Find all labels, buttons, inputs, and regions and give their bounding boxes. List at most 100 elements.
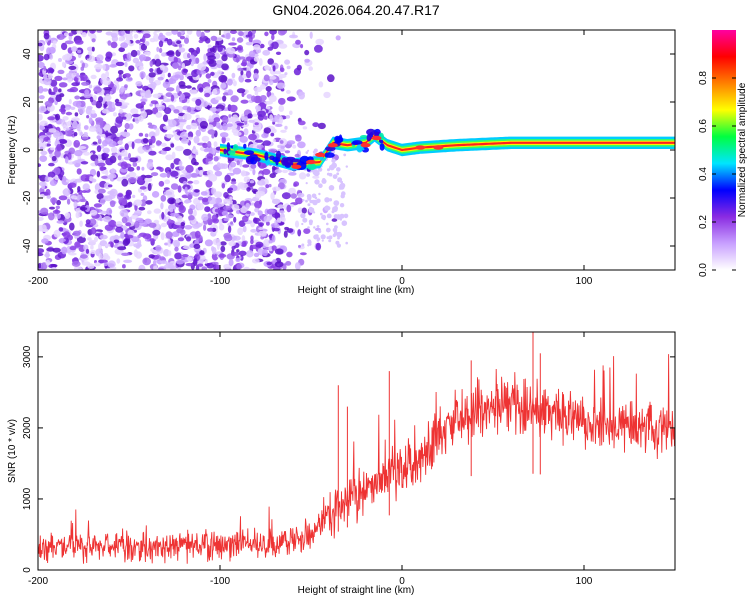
noise-speck (326, 172, 330, 176)
noise-speck (116, 177, 123, 182)
noise-speck (211, 246, 215, 252)
noise-speck (92, 141, 98, 145)
spectrogram-marks (38, 30, 675, 270)
noise-speck (64, 107, 71, 111)
noise-speck (38, 85, 44, 94)
noise-speck (76, 168, 82, 175)
noise-speck (105, 169, 109, 176)
noise-speck (262, 49, 271, 56)
noise-speck (120, 161, 128, 170)
noise-speck (337, 236, 340, 240)
noise-speck (95, 233, 101, 237)
noise-speck (39, 155, 48, 163)
noise-speck (120, 42, 128, 49)
noise-speck (150, 100, 158, 105)
noise-speck (102, 253, 109, 260)
noise-speck (259, 95, 267, 101)
noise-speck (38, 95, 45, 100)
noise-speck (190, 122, 198, 130)
noise-speck (303, 228, 311, 235)
noise-speck (124, 234, 134, 239)
noise-speck (266, 90, 272, 98)
noise-speck (124, 122, 130, 130)
signal-blob (324, 152, 335, 158)
noise-speck (325, 227, 331, 233)
spectrogram-x-tick-label: -100 (210, 276, 230, 287)
noise-speck (206, 153, 214, 159)
noise-speck (58, 195, 68, 201)
noise-speck (157, 267, 165, 270)
noise-speck (207, 79, 212, 83)
noise-speck (332, 174, 338, 180)
snr-series-line (38, 354, 675, 564)
signal-blob (378, 139, 383, 143)
noise-speck (237, 227, 244, 236)
noise-speck (64, 40, 74, 45)
noise-speck (68, 65, 77, 70)
noise-speck (48, 46, 56, 54)
signal-blob (360, 135, 368, 139)
noise-speck (64, 212, 71, 219)
noise-speck (269, 79, 274, 86)
noise-speck (76, 123, 81, 132)
noise-speck (217, 70, 222, 75)
noise-speck (186, 30, 193, 35)
noise-speck (80, 131, 83, 136)
noise-speck (297, 207, 303, 214)
signal-blob (226, 142, 231, 150)
noise-speck (110, 32, 118, 38)
noise-speck (80, 66, 85, 71)
noise-speck (45, 259, 51, 266)
noise-speck (197, 166, 203, 171)
noise-speck (128, 152, 131, 159)
noise-speck (71, 82, 80, 87)
noise-speck (178, 160, 183, 166)
noise-speck (109, 64, 117, 68)
noise-speck (298, 244, 301, 248)
noise-speck (77, 49, 82, 54)
noise-speck (38, 42, 43, 47)
noise-speck (188, 155, 193, 160)
noise-speck (38, 216, 44, 221)
noise-speck (269, 173, 276, 179)
noise-speck (196, 70, 201, 75)
noise-speck (58, 238, 66, 243)
noise-speck (41, 224, 47, 233)
noise-speck (308, 66, 314, 71)
noise-speck (257, 110, 266, 117)
noise-speck (49, 180, 58, 186)
signal-blob (275, 150, 282, 159)
noise-speck (253, 56, 260, 62)
spectrogram-y-label: Frequency (Hz) (7, 116, 18, 185)
noise-speck (76, 72, 80, 79)
noise-speck (339, 218, 343, 221)
noise-speck (135, 39, 141, 44)
noise-speck (248, 133, 257, 141)
noise-speck (44, 100, 53, 107)
noise-speck (236, 88, 246, 94)
noise-speck (104, 224, 114, 231)
noise-speck (204, 92, 211, 98)
signal-blob (325, 146, 336, 152)
noise-speck (274, 219, 278, 225)
noise-speck (181, 62, 186, 69)
noise-speck (93, 86, 102, 94)
noise-speck (126, 52, 132, 60)
noise-speck (318, 192, 321, 196)
noise-speck (102, 147, 110, 154)
noise-speck (205, 179, 213, 188)
colorbar-bar (712, 30, 736, 270)
noise-speck (106, 101, 113, 106)
noise-speck (214, 197, 223, 205)
noise-speck (70, 195, 78, 200)
noise-speck (217, 44, 223, 53)
noise-speck (211, 252, 219, 261)
noise-speck (50, 197, 58, 204)
noise-speck (221, 63, 229, 71)
noise-speck (56, 199, 61, 206)
noise-speck (137, 30, 142, 33)
noise-speck (271, 198, 281, 205)
noise-speck (313, 170, 320, 177)
noise-speck (88, 239, 97, 246)
